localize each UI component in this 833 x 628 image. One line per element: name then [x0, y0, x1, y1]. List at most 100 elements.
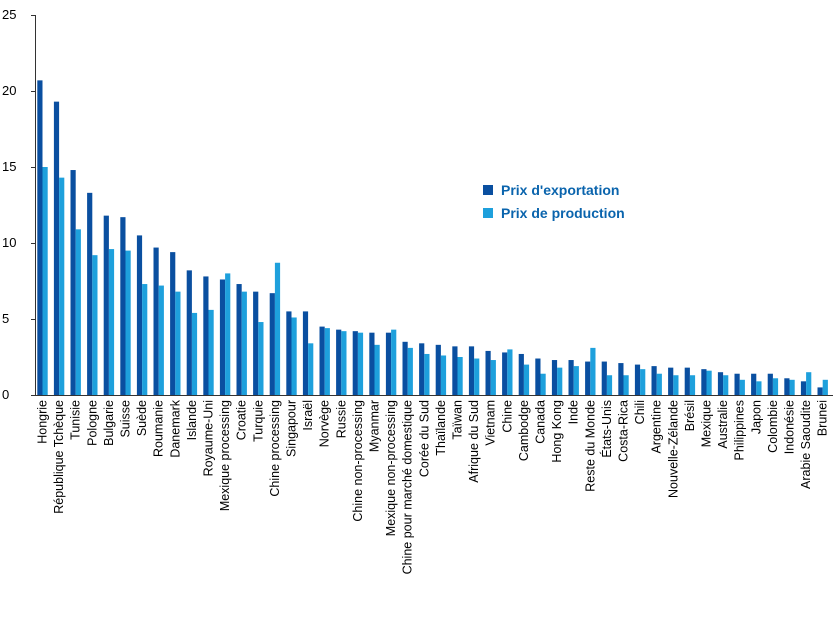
bar-export — [120, 217, 125, 395]
x-tick-label: Colombie — [766, 400, 780, 453]
bar-export — [469, 346, 474, 395]
bar-export — [336, 330, 341, 395]
bar-export — [286, 311, 291, 395]
bar-export — [170, 252, 175, 395]
x-tick-label: Japon — [749, 400, 763, 434]
bar-production — [507, 349, 512, 395]
bar-production — [341, 331, 346, 395]
bar-export — [303, 311, 308, 395]
bar-export — [502, 352, 507, 395]
x-tick-label: Costa-Rica — [617, 400, 631, 462]
bar-export — [486, 351, 491, 395]
x-tick-label: Brunei — [816, 400, 830, 436]
bar-production — [76, 229, 81, 395]
bar-export — [54, 102, 59, 395]
bar-production — [59, 178, 64, 395]
x-tick-label: Mexique processing — [218, 400, 232, 511]
x-tick-label: Brésil — [683, 400, 697, 431]
x-tick-label: Nouvelle-Zélande — [666, 400, 680, 498]
bar-production — [242, 292, 247, 395]
bar-export — [735, 374, 740, 395]
bar-production — [624, 375, 629, 395]
bar-production — [823, 380, 828, 395]
x-tick-label: Danemark — [168, 399, 182, 457]
x-tick-label: Argentine — [650, 400, 664, 454]
x-tick-label: Bulgarie — [102, 400, 116, 446]
bar-export — [452, 346, 457, 395]
y-tick-label: 15 — [2, 159, 16, 174]
x-tick-label: Indonésie — [783, 400, 797, 454]
bar-production — [541, 374, 546, 395]
x-tick-label: Roumanie — [152, 400, 166, 457]
legend-label-production: Prix de production — [501, 205, 625, 221]
bar-production — [607, 375, 612, 395]
bar-export — [751, 374, 756, 395]
bar-export — [419, 343, 424, 395]
x-tick-label: Suisse — [119, 400, 133, 438]
bar-export — [369, 333, 374, 395]
y-axis-ticks: 0 5 10 15 20 25 — [2, 7, 35, 402]
bars-layer — [37, 80, 828, 395]
bar-production — [225, 273, 230, 395]
bar-export — [87, 193, 92, 395]
bar-production — [657, 374, 662, 395]
bar-production — [325, 328, 330, 395]
bar-export — [220, 279, 225, 395]
x-tick-label: Chine — [500, 400, 514, 433]
x-tick-label: Russie — [334, 400, 348, 438]
bar-production — [408, 348, 413, 395]
x-axis-labels: Hongrie République Tchèque Tunisie Pologne B… — [36, 399, 830, 574]
x-tick-label: Afrique du Sud — [467, 400, 481, 483]
bar-production — [806, 372, 811, 395]
x-tick-label: Chine processing — [268, 400, 282, 497]
bar-export — [652, 366, 657, 395]
bar-export — [801, 381, 806, 395]
bar-export — [552, 360, 557, 395]
x-tick-label: Chili — [633, 400, 647, 424]
legend: Prix d'exportation Prix de production — [483, 182, 625, 221]
y-tick-label: 20 — [2, 83, 16, 98]
bar-production — [790, 380, 795, 395]
bar-production — [424, 354, 429, 395]
bar-production — [126, 251, 131, 395]
x-tick-label: Croatie — [235, 400, 249, 440]
x-tick-label: Cambodge — [517, 400, 531, 461]
bar-production — [159, 286, 164, 395]
bar-production — [740, 380, 745, 395]
bar-production — [458, 357, 463, 395]
bar-export — [701, 369, 706, 395]
bar-production — [557, 368, 562, 395]
x-tick-label: Philippines — [733, 400, 747, 460]
bar-production — [92, 255, 97, 395]
bar-export — [768, 374, 773, 395]
x-tick-label: Vietnam — [484, 400, 498, 446]
bar-export — [253, 292, 258, 395]
x-tick-label: Mexique — [700, 400, 714, 447]
bar-export — [386, 333, 391, 395]
x-tick-label: Israël — [301, 400, 315, 431]
bar-export — [403, 342, 408, 395]
bar-production — [142, 284, 147, 395]
x-tick-label: Myanmar — [368, 400, 382, 452]
bar-production — [474, 359, 479, 395]
legend-label-export: Prix d'exportation — [501, 182, 619, 198]
bar-export — [784, 378, 789, 395]
bar-production — [673, 375, 678, 395]
bar-export — [602, 362, 607, 395]
bar-export — [154, 248, 159, 395]
bar-export — [137, 235, 142, 395]
bar-export — [71, 170, 76, 395]
bar-production — [773, 378, 778, 395]
bar-production — [707, 371, 712, 395]
bar-export — [635, 365, 640, 395]
x-tick-label: Pologne — [85, 400, 99, 446]
x-tick-label: Suède — [135, 400, 149, 436]
x-tick-label: Reste du Monde — [583, 400, 597, 492]
bar-export — [270, 293, 275, 395]
x-tick-label: États-Unis — [599, 400, 614, 458]
y-tick-label: 0 — [2, 387, 9, 402]
legend-swatch-export — [483, 185, 493, 195]
x-tick-label: République Tchèque — [52, 400, 66, 514]
x-tick-label: Thaïlande — [434, 400, 448, 456]
bar-production — [175, 292, 180, 395]
